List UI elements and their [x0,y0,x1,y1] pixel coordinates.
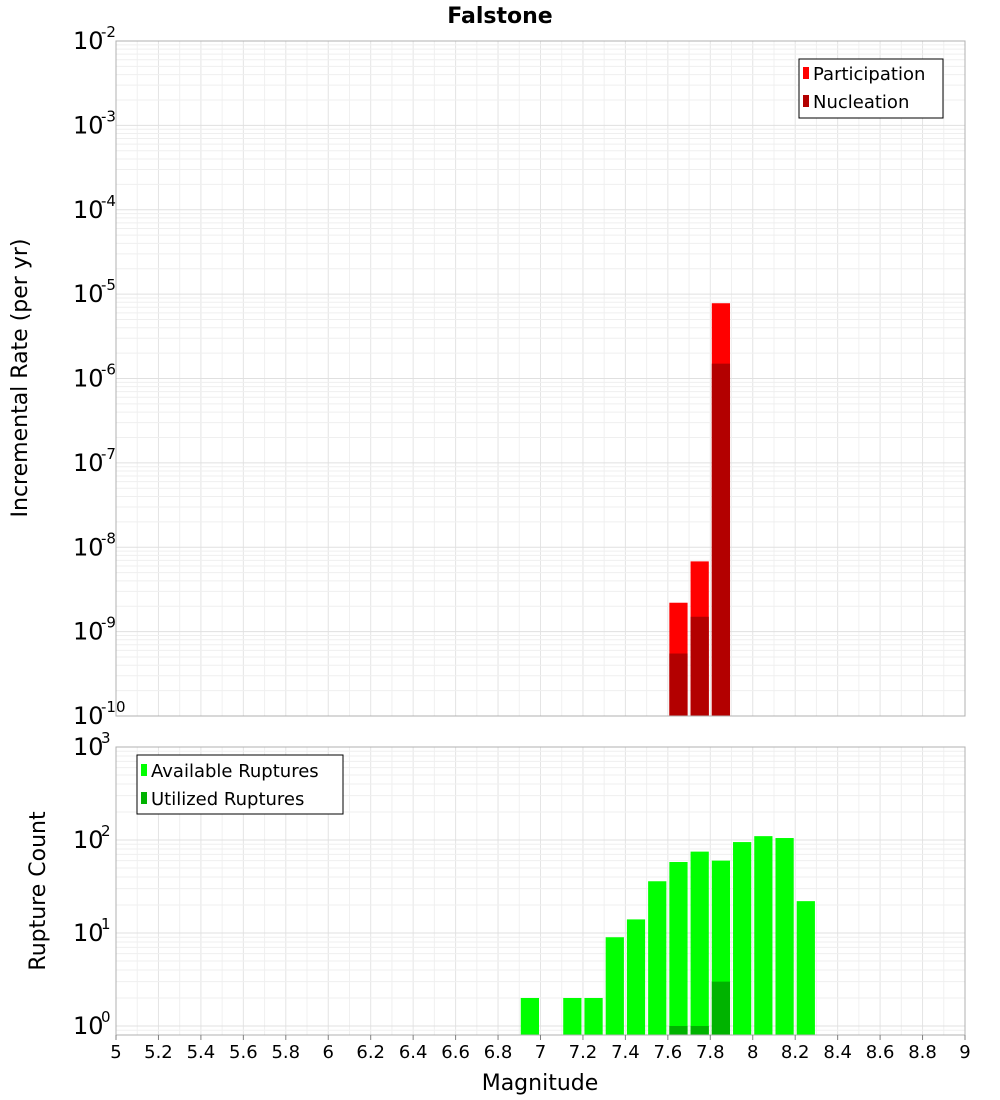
rate-ytick-exponent: -8 [101,529,116,547]
count-bar-available-ruptures [669,861,688,1035]
count-bar-available-ruptures [605,937,624,1035]
count-bar-utilized-ruptures [669,1025,688,1035]
rate-legend: Participation Nucleation [798,58,944,119]
count-bar-available-ruptures [796,901,815,1035]
rate-bar-nucleation [711,363,731,716]
count-bar-available-ruptures [584,997,603,1035]
legend-label-utilized: Utilized Ruptures [151,789,304,810]
rate-ytick-label: 10 [73,365,104,393]
x-tick-label: 7.2 [569,1042,598,1063]
x-tick-label: 6.4 [399,1042,428,1063]
count-bar-available-ruptures [754,836,773,1035]
legend-label-available: Available Ruptures [151,761,319,782]
x-tick-label: 6.8 [484,1042,513,1063]
magnitude-x-ticks: 5 5.2 5.4 5.6 5.8 6 6.2 6.4 6.6 6.8 7 7.2 7.4 7.6 7.8 8… [110,1035,971,1063]
x-tick-label: 7.6 [654,1042,683,1063]
count-bar-available-ruptures [520,997,539,1035]
x-tick-label: 8.4 [823,1042,852,1063]
x-axis-label: Magnitude [482,1071,599,1096]
count-ytick-exponent: 3 [101,729,111,747]
x-tick-label: 5.6 [229,1042,258,1063]
rate-ytick-label: 10 [73,533,104,561]
count-y-axis-label: Rupture Count [26,811,51,971]
count-ytick-label: 10 [73,919,104,947]
x-tick-label: 7 [535,1042,546,1063]
rate-ytick-label: 10 [73,618,104,646]
count-bars [520,836,815,1035]
count-bar-available-ruptures [563,997,582,1035]
rate-y-axis-label: Incremental Rate (per yr) [8,239,33,518]
rate-plot-frame [115,40,966,717]
legend-label-nucleation: Nucleation [813,92,909,113]
rate-ytick-exponent: -9 [101,614,116,632]
count-ytick-exponent: 0 [101,1008,111,1026]
count-ytick-label: 10 [73,1012,104,1040]
rate-legend-box [798,58,944,119]
count-bar-available-ruptures [775,838,794,1035]
rate-ytick-exponent: -5 [101,276,116,294]
rate-bar-nucleation [690,616,709,716]
count-ytick-label: 10 [73,826,104,854]
legend-swatch-participation [803,67,809,79]
legend-swatch-utilized [141,792,147,804]
x-tick-label: 5.2 [144,1042,173,1063]
legend-swatch-nucleation [803,95,809,107]
rate-ytick-label: 10 [73,196,104,224]
rate-ytick-exponent: -7 [101,445,116,463]
x-tick-label: 9 [959,1042,970,1063]
x-tick-label: 8 [747,1042,758,1063]
count-ytick-exponent: 2 [101,822,111,840]
count-bar-utilized-ruptures [690,1025,709,1035]
count-ytick-label: 10 [73,733,104,761]
rate-ytick-label: 10 [73,280,104,308]
x-tick-label: 5 [110,1042,121,1063]
rate-ytick-label: 10 [73,449,104,477]
x-tick-label: 7.8 [696,1042,725,1063]
rate-bar-nucleation [669,653,688,716]
rate-ytick-exponent: -2 [101,23,116,41]
x-tick-label: 8.6 [866,1042,895,1063]
rate-ytick-exponent: -6 [101,361,116,379]
legend-swatch-available [141,764,147,776]
x-tick-label: 5.4 [187,1042,216,1063]
x-tick-label: 7.4 [611,1042,640,1063]
legend-label-participation: Participation [813,64,925,85]
count-ytick-exponent: 1 [101,915,111,933]
rate-ytick-label: 10 [73,27,104,55]
rate-ytick-label: 10 [73,702,104,730]
rate-bars [669,303,731,716]
rate-ytick-exponent: -3 [101,107,116,125]
rate-ytick-exponent: -4 [101,192,116,210]
count-bar-available-ruptures [733,842,752,1035]
x-tick-label: 6.6 [441,1042,470,1063]
count-bar-available-ruptures [648,881,667,1035]
rate-ytick-exponent: -10 [101,698,126,716]
rate-ytick-label: 10 [73,111,104,139]
x-tick-label: 6 [323,1042,334,1063]
x-tick-label: 8.2 [781,1042,810,1063]
count-bar-available-ruptures [690,851,709,1035]
count-legend: Available Ruptures Utilized Ruptures [136,754,344,815]
x-tick-label: 5.8 [271,1042,300,1063]
chart-title: Falstone [447,4,552,29]
x-tick-label: 8.8 [908,1042,937,1063]
count-bar-available-ruptures [626,919,646,1035]
count-bar-utilized-ruptures [711,981,731,1035]
rate-gridlines [115,41,966,717]
count-legend-box [136,754,344,815]
x-tick-label: 6.2 [356,1042,385,1063]
